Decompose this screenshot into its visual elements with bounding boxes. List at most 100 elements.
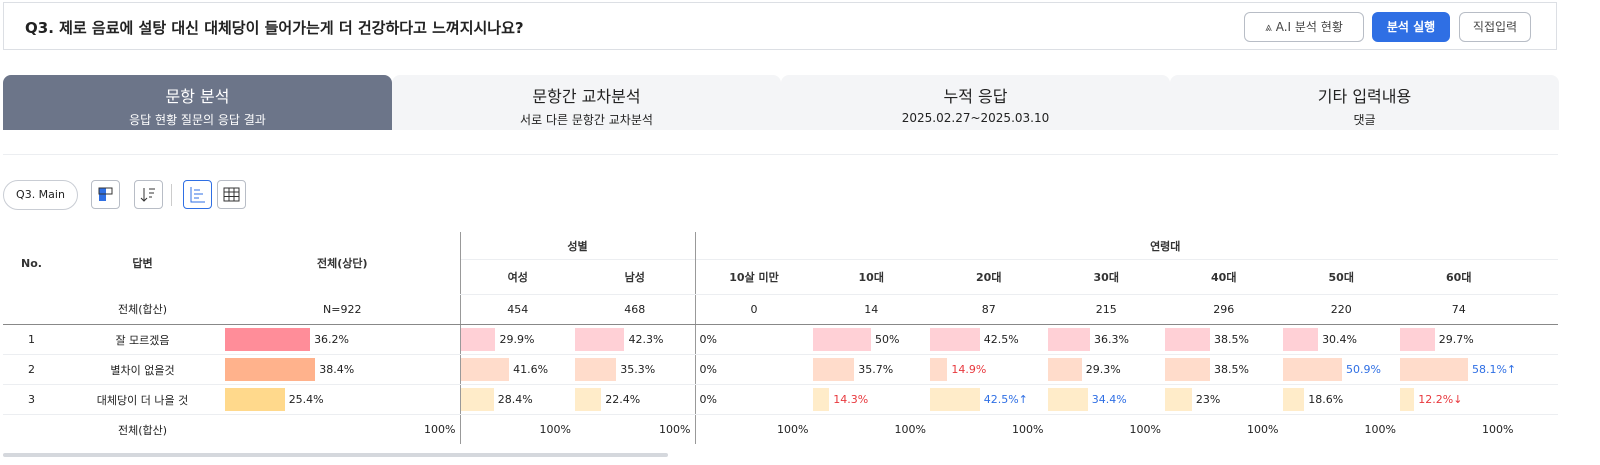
bar-view[interactable]	[183, 180, 212, 209]
table-wrap: No. 답변 전체(상단) 성별 연령대 여성 남성 10살 미만 10대 20대 30대 40대 50…	[3, 232, 1558, 444]
tab-title: 문항 분석	[165, 87, 230, 106]
percent-cell: 12.2%↓	[1400, 384, 1518, 415]
percent-cell: 14.9%	[930, 354, 1048, 385]
bar	[1047, 388, 1088, 411]
footer-value: 100%	[812, 414, 930, 444]
answer: 대체당이 더 나을 것	[60, 384, 225, 415]
value-label: 0%	[699, 393, 717, 406]
summary-total: N=922	[225, 294, 460, 325]
value-label: 22.4%	[605, 393, 641, 406]
percent-cell: 18.6%	[1282, 384, 1400, 415]
value-label: 35.3%	[620, 363, 656, 376]
bar	[575, 358, 617, 381]
icon	[98, 187, 113, 201]
column-header: 여성	[459, 259, 575, 295]
percent-cell: 22.4%	[575, 384, 695, 415]
table-view[interactable]	[217, 180, 246, 209]
bar	[460, 328, 496, 351]
value-label: 42.3%	[628, 333, 664, 346]
value-label: 38.5%	[1214, 333, 1249, 346]
bar	[1400, 388, 1415, 411]
percent-cell: 14.3%	[812, 384, 930, 415]
value-label: 36.3%	[1093, 333, 1129, 346]
percent-cell: 42.3%	[575, 324, 695, 355]
value-label: 36.2%	[314, 333, 350, 346]
bar	[225, 358, 316, 381]
count: 215	[1047, 294, 1165, 325]
bar	[1047, 358, 1082, 381]
value-label: 34.4%	[1091, 393, 1127, 406]
column-header: 전체(상단)	[316, 257, 368, 271]
tab[interactable]: 문항간 교차분석 서로 다른 문항간 교차분석	[392, 75, 781, 130]
bar	[225, 328, 311, 351]
sort-toggle[interactable]	[134, 180, 163, 209]
summary-label: 전체(합산)	[60, 294, 225, 325]
bar	[812, 388, 830, 411]
percent-cell: 58.1%↑	[1400, 354, 1518, 385]
column-header: 남성	[575, 259, 695, 295]
tab[interactable]: 문항 분석 응답 현황 질문의 응답 결과	[3, 75, 392, 130]
bar	[1165, 388, 1192, 411]
value-label: 28.4%	[497, 393, 533, 406]
tab-title: 문항간 교차분석	[532, 87, 641, 106]
cell	[1517, 354, 1558, 385]
tab-title: 누적 응답	[943, 87, 1008, 106]
input-button[interactable]: 직접입력	[1459, 12, 1531, 42]
percent-cell: 23%	[1165, 384, 1283, 415]
cell	[1517, 414, 1558, 444]
count: 454	[459, 294, 575, 325]
value-label: 29.9%	[499, 333, 535, 346]
percent-cell: 29.7%	[1400, 324, 1518, 355]
percent-cell: 41.6%	[459, 354, 575, 385]
summary-row: 전체(합산) N=922 454 468 0 14 87 215 296 220 74	[3, 294, 1558, 325]
footer-value: 100%	[1047, 414, 1165, 444]
bar	[575, 328, 625, 351]
bar	[1165, 358, 1211, 381]
value-label: 14.3%	[833, 393, 869, 406]
scrollbar[interactable]	[3, 453, 668, 457]
cell	[1517, 384, 1558, 415]
percent-cell: 34.4%	[1047, 384, 1165, 415]
answer: 별차이 없을것	[60, 354, 225, 385]
percent-cell: 0%	[694, 354, 813, 385]
count: 220	[1282, 294, 1400, 325]
group-header: 연령대	[694, 232, 1558, 260]
value-label: 42.5%↑	[983, 393, 1028, 406]
footer-label: 전체(합산)	[60, 414, 225, 444]
tab-subtitle: 2025.02.27~2025.03.10	[901, 111, 1050, 125]
cell	[3, 294, 60, 325]
ai-button[interactable]: ⩓ A.I 분석 현황	[1244, 12, 1364, 42]
value-label: 14.9%	[951, 363, 987, 376]
count: 296	[1165, 294, 1283, 325]
value-label: 50.9%	[1346, 363, 1381, 376]
value-label: 23%	[1195, 393, 1221, 406]
count: 14	[812, 294, 930, 325]
row-no: 1	[3, 324, 60, 355]
count: 74	[1400, 294, 1518, 325]
chart-toggle[interactable]	[91, 180, 120, 209]
value-label: 38.5%	[1214, 363, 1249, 376]
data-row: 3 대체당이 더 나을 것 25.4% 28.4% 22.4% 0% 14.3% 42.5%↑…	[3, 384, 1558, 415]
footer-value: 100%	[1400, 414, 1518, 444]
value-label: 41.6%	[513, 363, 549, 376]
divider	[3, 154, 1558, 155]
column-header: 70대	[1517, 259, 1558, 295]
tab[interactable]: 누적 응답 2025.02.27~2025.03.10	[781, 75, 1170, 130]
column-header: No.	[21, 256, 42, 270]
question-chip[interactable]: Q3. Main	[3, 180, 78, 210]
percent-cell: 25.4%	[225, 384, 460, 415]
column-header: 20대	[930, 259, 1048, 295]
tab-subtitle: 댓글	[1353, 113, 1376, 127]
tab-title: 기타 입력내용	[1317, 87, 1412, 106]
run-button[interactable]: 분석 실행	[1372, 12, 1450, 42]
percent-cell: 36.3%	[1047, 324, 1165, 355]
footer-value: 100%	[575, 414, 695, 444]
column-header: 50대	[1282, 259, 1400, 295]
cell	[1517, 324, 1558, 355]
footer-value: 100%	[459, 414, 575, 444]
bar	[1282, 328, 1319, 351]
